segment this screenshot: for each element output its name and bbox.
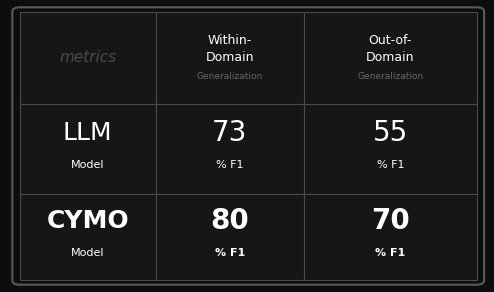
Text: 55: 55: [372, 119, 408, 147]
Bar: [20, 104, 156, 194]
FancyBboxPatch shape: [12, 7, 484, 285]
Text: 73: 73: [212, 119, 247, 147]
Text: 80: 80: [210, 207, 249, 235]
Text: Domain: Domain: [366, 51, 414, 64]
Text: CYMO: CYMO: [46, 209, 129, 233]
Bar: [156, 104, 304, 194]
Text: metrics: metrics: [59, 50, 116, 65]
Text: Model: Model: [71, 248, 104, 258]
Bar: [156, 194, 304, 280]
Text: 70: 70: [371, 207, 410, 235]
Bar: [156, 12, 304, 104]
Bar: [304, 12, 477, 104]
Text: LLM: LLM: [63, 121, 113, 145]
Text: Domain: Domain: [206, 51, 254, 64]
Bar: [20, 194, 156, 280]
Text: Out-of-: Out-of-: [369, 34, 412, 46]
Text: Model: Model: [71, 160, 104, 170]
Bar: [304, 194, 477, 280]
Text: % F1: % F1: [214, 248, 245, 258]
Bar: [304, 104, 477, 194]
Text: % F1: % F1: [375, 248, 406, 258]
Text: % F1: % F1: [376, 160, 404, 170]
Text: % F1: % F1: [216, 160, 244, 170]
Text: Generalization: Generalization: [357, 72, 423, 81]
Text: Generalization: Generalization: [197, 72, 263, 81]
Text: Within-: Within-: [207, 34, 252, 46]
Bar: [20, 12, 156, 104]
